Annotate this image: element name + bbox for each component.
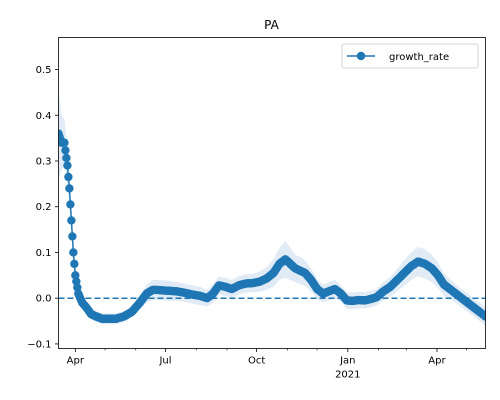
- plot-area: [58, 87, 486, 326]
- growth-rate-series: [58, 129, 486, 323]
- x-tick-year-label: 2021: [335, 370, 360, 381]
- x-tick-label: Apr: [428, 356, 446, 367]
- legend-box: [341, 43, 479, 69]
- x-axis: Apr Jul Oct Jan 2021 Apr: [67, 348, 467, 381]
- y-tick-label: 0.5: [36, 65, 52, 76]
- data-point: [70, 259, 79, 269]
- y-tick-label: 0.2: [36, 202, 52, 213]
- data-point: [63, 161, 72, 170]
- legend-marker-growth-rate: [356, 51, 366, 61]
- x-tick-label: Oct: [248, 356, 265, 367]
- data-point: [60, 138, 69, 147]
- y-tick-label: 0.0: [36, 294, 52, 305]
- y-tick-label: 0.3: [36, 156, 52, 167]
- data-point: [61, 146, 70, 155]
- y-axis: −0.1 0.0 0.1 0.2 0.3 0.4 0.5: [27, 65, 59, 350]
- data-point: [62, 153, 71, 163]
- plot-frame: [58, 37, 486, 349]
- data-point: [64, 172, 73, 182]
- x-tick-label: Jan: [339, 356, 355, 367]
- data-point: [69, 248, 78, 257]
- growth-rate-markers: [58, 129, 486, 323]
- legend: growth_rate: [341, 43, 479, 69]
- legend-label-growth-rate: growth_rate: [389, 52, 449, 63]
- y-tick-label: 0.4: [36, 111, 52, 122]
- data-point: [65, 184, 74, 193]
- data-point: [481, 312, 486, 321]
- y-tick-label: −0.1: [27, 339, 51, 350]
- data-point: [68, 232, 77, 241]
- data-point: [66, 200, 75, 209]
- y-tick-label: 0.1: [36, 248, 52, 259]
- chart-title: PA: [264, 18, 279, 32]
- x-tick-label: Jul: [158, 356, 171, 367]
- x-tick-label: Apr: [67, 356, 85, 367]
- data-point: [67, 216, 76, 225]
